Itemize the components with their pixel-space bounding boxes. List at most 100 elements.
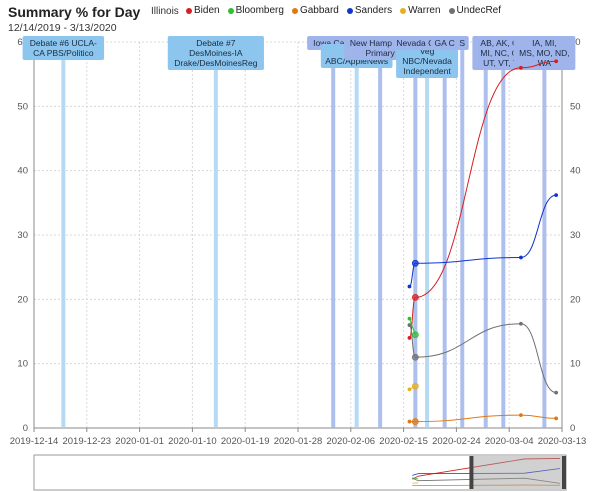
event-label-text: S — [459, 38, 465, 48]
event-label-box — [391, 36, 439, 50]
event-bar — [213, 42, 218, 428]
series-line-gabbard — [409, 414, 557, 423]
event-bar — [331, 42, 336, 428]
data-point-gabbard — [407, 419, 412, 424]
event-label-box — [396, 44, 459, 78]
event-label-text: Debate #7 — [196, 38, 235, 48]
event-label-text: New Hampshire — [350, 38, 411, 48]
event-bar — [483, 42, 488, 428]
series-line-biden — [408, 60, 557, 339]
data-point-sanders — [411, 259, 419, 267]
y-tick-left: 30 — [17, 230, 28, 241]
y-tick-right: 50 — [570, 101, 581, 112]
legend-label: Sanders — [354, 5, 393, 16]
navigator-brush — [471, 456, 564, 489]
data-point-sanders — [554, 193, 559, 198]
legend-label: Bloomberg — [235, 5, 284, 16]
data-point-undecref — [554, 390, 559, 395]
y-tick-left: 0 — [23, 423, 28, 434]
legend-item-warren[interactable]: Warren — [400, 5, 441, 16]
data-point-gabbard — [554, 416, 559, 421]
x-tick-label: 2020-02-15 — [379, 436, 428, 447]
legend-item-gabbard[interactable]: Gabbard — [291, 5, 339, 16]
chart-title: Summary % for Day — [8, 4, 141, 20]
legend-dot — [400, 7, 407, 14]
y-tick-right: 10 — [570, 359, 581, 370]
y-tick-left: 10 — [17, 359, 28, 370]
date-range: 12/14/2019 - 3/13/2020 — [8, 22, 117, 34]
event-label-text: Primary — [365, 48, 395, 58]
navigator-line-bloomberg — [412, 477, 419, 480]
event-label-box — [455, 36, 469, 50]
event-label-text: Independent — [403, 66, 451, 76]
x-tick-label: 2020-03-13 — [538, 436, 587, 447]
navigator-frame — [33, 454, 567, 491]
event-label-text: UT, VT, VA — [483, 58, 524, 68]
x-tick-label: 2020-01-28 — [274, 436, 323, 447]
event-label-box — [430, 36, 459, 50]
data-point-undecref — [411, 353, 419, 361]
data-point-biden — [411, 294, 419, 301]
data-point-bloomberg — [411, 331, 419, 339]
event-label-text: GA C — [435, 38, 455, 48]
y-tick-right: 0 — [570, 423, 575, 434]
data-point-sanders — [519, 255, 523, 260]
legend-dot — [346, 7, 353, 14]
series-line-sanders — [408, 194, 557, 287]
event-label-text: AB, AK, CA, — [480, 38, 526, 48]
event-bar — [460, 42, 465, 428]
series — [407, 59, 559, 425]
brush-handle-right[interactable] — [562, 456, 566, 489]
grid — [33, 41, 563, 429]
event-label-text: Veg — [420, 46, 435, 56]
series-line-undecref — [408, 323, 557, 394]
data-point-biden — [554, 59, 559, 64]
event-bar — [501, 42, 506, 428]
y-tick-left: 40 — [17, 166, 28, 177]
x-tick-label: 2020-02-24 — [432, 436, 481, 447]
y-tick-right: 30 — [570, 230, 581, 241]
y-tick-left: 50 — [17, 101, 28, 112]
event-label-text: CA PBS/Politico — [33, 48, 94, 58]
event-label-text: Debate #6 UCLA- — [30, 38, 97, 48]
legend-item-undecref[interactable]: UndecRef — [448, 5, 501, 16]
event-label-text: ABC/AppleNews — [325, 56, 388, 66]
legend-dot — [227, 7, 234, 14]
data-point-bloomberg — [407, 316, 412, 321]
event-bar — [61, 42, 66, 428]
data-point-warren — [407, 387, 412, 392]
x-tick-label: 2020-01-01 — [115, 436, 164, 447]
x-tick-label: 2020-01-10 — [168, 436, 217, 447]
legend-item-sanders[interactable]: Sanders — [346, 5, 393, 16]
event-label-text: Drake/DesMoinesReg — [174, 58, 257, 68]
legend: Biden Bloomberg Gabbard Sanders Warren UndecR… — [186, 5, 501, 16]
x-tick-label: 2020-01-19 — [221, 436, 270, 447]
event-label-text: Iowa Cauc — [313, 38, 354, 48]
event-label-text: NBC/Nevada — [402, 56, 452, 66]
x-tick-label: 2019-12-14 — [10, 436, 59, 447]
data-point-warren — [411, 382, 419, 390]
data-point-undecref — [519, 321, 523, 326]
event-bar — [354, 42, 359, 428]
data-point-gabbard — [411, 418, 419, 425]
event-label-text: MI, NC, OK, — [480, 48, 526, 58]
y-tick-right: 40 — [570, 166, 581, 177]
overview-navigator — [33, 454, 567, 491]
y-tick-left: 20 — [17, 294, 28, 305]
legend-item-bloomberg[interactable]: Bloomberg — [227, 5, 284, 16]
brush-handle-left[interactable] — [469, 456, 474, 489]
x-tick-label: 2020-02-06 — [326, 436, 375, 447]
event-label-box — [167, 36, 264, 70]
legend-dot — [448, 7, 455, 14]
event-labels: Debate #6 UCLA-CA PBS/Politico Debate #7 D… — [22, 36, 576, 78]
x-tick-label: 2019-12-23 — [62, 436, 111, 447]
data-point-biden — [519, 65, 523, 70]
event-label-box — [513, 36, 576, 70]
legend-item-biden[interactable]: Biden — [186, 5, 220, 16]
legend-label: Biden — [194, 5, 220, 16]
event-bar — [542, 42, 547, 428]
state-label: Illinois — [151, 6, 179, 17]
event-label-text: IA, MI, — [532, 38, 557, 48]
event-bar — [425, 42, 430, 428]
